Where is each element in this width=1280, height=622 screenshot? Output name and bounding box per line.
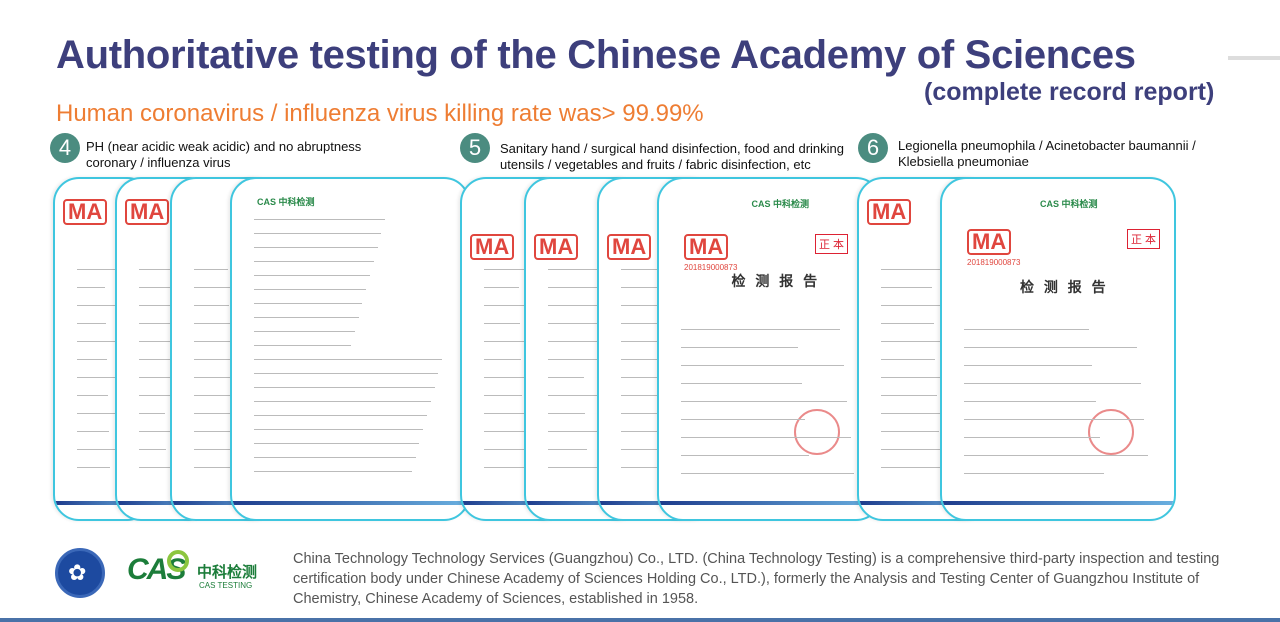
ma-mark: MA [607, 234, 652, 260]
report-document: MA 201819000873 CAS 中科检测检 测 报 告 正 本 [940, 177, 1176, 521]
headline: Human coronavirus / influenza virus kill… [56, 100, 704, 127]
ma-mark: MA [63, 199, 108, 225]
ma-mark: MA [470, 234, 515, 260]
section-caption-6: Legionella pneumophila / Acinetobacter b… [898, 138, 1196, 170]
ma-mark: MA [967, 229, 1012, 255]
seal [1088, 409, 1134, 455]
report-document: MA 201819000873 CAS 中科检测检 测 报 告 正 本 [657, 177, 882, 521]
bottom-divider [0, 618, 1280, 622]
cas-mark: CAS 中科检测 [1040, 199, 1098, 209]
ma-mark: MA [534, 234, 579, 260]
company-description: China Technology Technology Services (Gu… [293, 551, 1220, 607]
section-number-5: 5 [460, 133, 490, 163]
divider [1228, 56, 1280, 60]
caption-line: coronary / influenza virus [86, 155, 231, 170]
cas-logo-en: CAS TESTING [199, 581, 253, 590]
ma-number: 201819000873 [967, 258, 1021, 267]
ma-mark: MA [684, 234, 729, 260]
page-subtitle: (complete record report) [924, 78, 1215, 106]
seal [794, 409, 840, 455]
report-document: CAS 中科检测 [230, 177, 470, 521]
caption-line: utensils / vegetables and fruits / fabri… [500, 157, 811, 172]
report-title: 检 测 报 告 [1020, 279, 1109, 295]
section-number-6: 6 [858, 133, 888, 163]
section-number-4: 4 [50, 133, 80, 163]
ma-number: 201819000873 [684, 263, 738, 272]
caption-line: Klebsiella pneumoniae [898, 154, 1029, 169]
section-caption-5: Sanitary hand / surgical hand disinfecti… [500, 141, 844, 173]
caption-line: PH (near acidic weak acidic) and no abru… [86, 139, 362, 154]
section-caption-4: PH (near acidic weak acidic) and no abru… [86, 139, 361, 171]
page-title: Authoritative testing of the Chinese Aca… [56, 33, 1136, 77]
ma-mark: MA [867, 199, 912, 225]
caption-line: Legionella pneumophila / Acinetobacter b… [898, 138, 1196, 153]
ma-mark: MA [125, 199, 170, 225]
cas-mark: CAS 中科检测 [257, 197, 315, 207]
report-title: 检 测 报 告 [731, 273, 821, 289]
cas-testing-logo: CAS 中科检测 CAS TESTING [127, 550, 257, 590]
cas-academy-emblem: ✿ [55, 548, 105, 598]
caption-line: Sanitary hand / surgical hand disinfecti… [500, 141, 844, 156]
cas-mark: CAS 中科检测 [751, 199, 810, 209]
cas-logo-cn: 中科检测 [197, 564, 258, 581]
original-mark: 正 本 [814, 234, 848, 254]
original-mark: 正 本 [1126, 229, 1160, 249]
